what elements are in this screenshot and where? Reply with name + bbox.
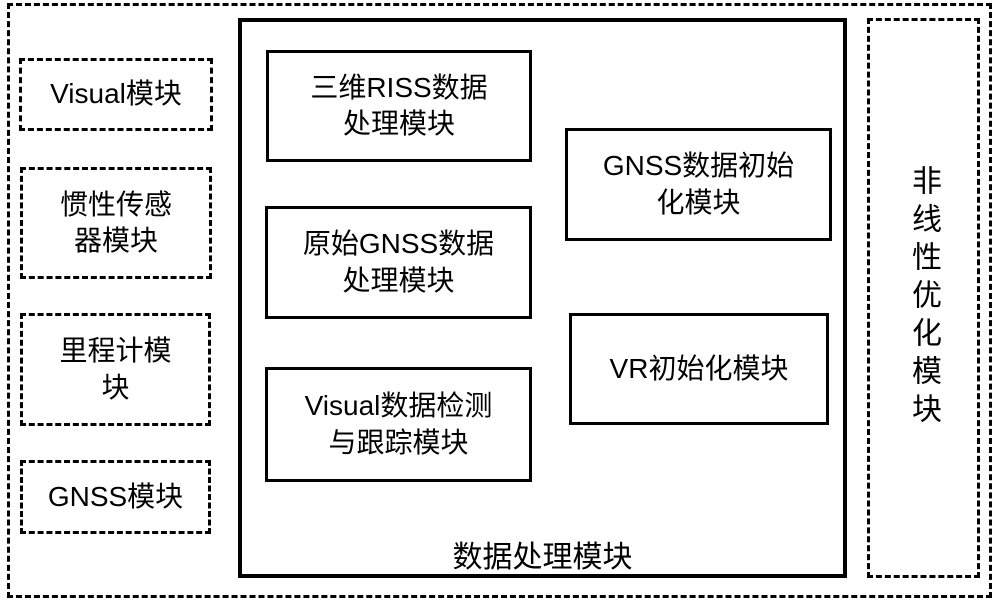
center-box-riss: 三维RISS数据 处理模块 bbox=[266, 50, 532, 162]
center-box-gnss-init: GNSS数据初始 化模块 bbox=[565, 128, 832, 241]
center-box-visual-proc: Visual数据检测 与跟踪模块 bbox=[265, 367, 532, 482]
center-box-vr-init: VR初始化模块 bbox=[569, 313, 829, 425]
left-box-gnss: GNSS模块 bbox=[20, 460, 211, 534]
left-box-odometry: 里程计模 块 bbox=[20, 313, 211, 426]
center-box-visual-proc-label: Visual数据检测 与跟踪模块 bbox=[305, 388, 493, 461]
left-box-gnss-label: GNSS模块 bbox=[48, 479, 183, 515]
center-title: 数据处理模块 bbox=[238, 538, 847, 577]
center-title-label: 数据处理模块 bbox=[453, 541, 633, 574]
left-box-inertial-label: 惯性传感 器模块 bbox=[60, 187, 172, 260]
right-panel-label: 非线性优化模块 bbox=[904, 165, 943, 431]
left-box-inertial: 惯性传感 器模块 bbox=[20, 167, 212, 279]
right-panel: 非线性优化模块 bbox=[867, 18, 980, 578]
center-box-vr-init-label: VR初始化模块 bbox=[610, 351, 789, 387]
center-box-gnss-proc: 原始GNSS数据 处理模块 bbox=[265, 206, 532, 319]
left-box-visual: Visual模块 bbox=[19, 58, 213, 131]
left-box-visual-label: Visual模块 bbox=[50, 76, 182, 112]
center-box-riss-label: 三维RISS数据 处理模块 bbox=[310, 70, 487, 143]
left-box-odometry-label: 里程计模 块 bbox=[59, 333, 171, 406]
center-box-gnss-proc-label: 原始GNSS数据 处理模块 bbox=[303, 226, 494, 299]
center-box-gnss-init-label: GNSS数据初始 化模块 bbox=[603, 148, 794, 221]
